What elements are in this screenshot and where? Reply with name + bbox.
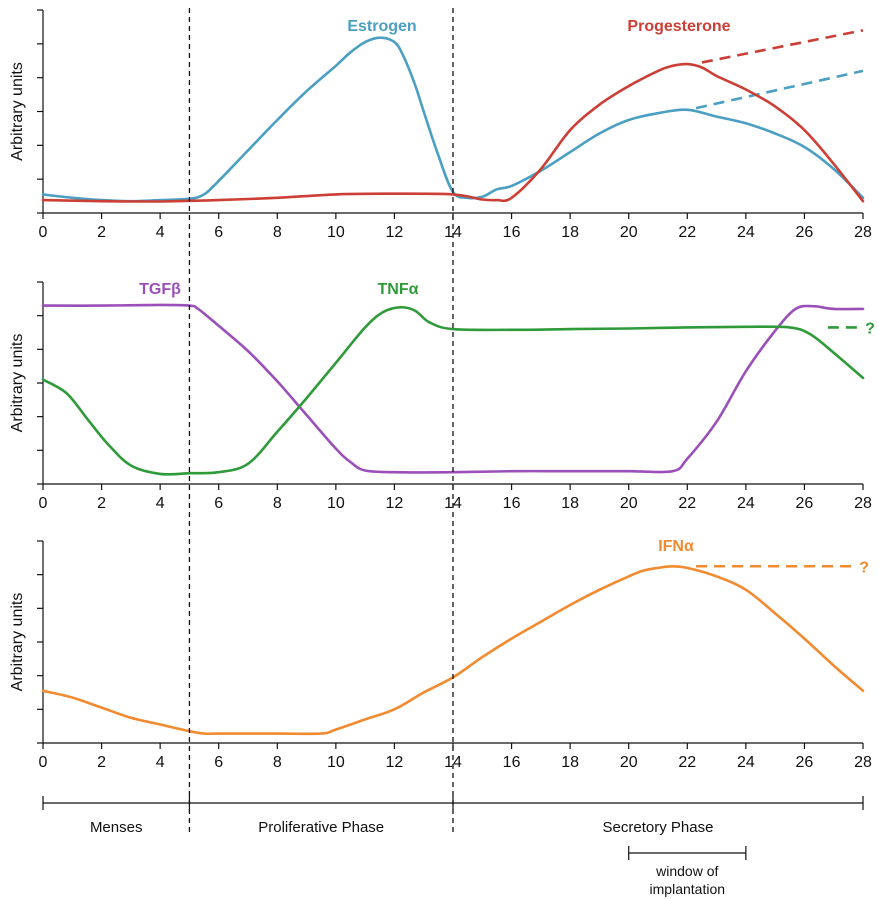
tgfb-series-label: TGFβ	[139, 281, 181, 298]
x-tick-label: 8	[273, 224, 282, 241]
x-tick-label: 14	[444, 224, 462, 241]
x-tick-label: 8	[273, 495, 282, 512]
x-tick-label: 18	[561, 495, 579, 512]
tgfb-series-line	[41, 303, 865, 474]
woi-label-line2: implantation	[650, 881, 726, 897]
progesterone-projection-line	[701, 29, 864, 64]
x-tick-label: 0	[39, 754, 48, 771]
estrogen-series-line	[41, 36, 865, 203]
estrogen-series-label: Estrogen	[347, 18, 416, 35]
progesterone-series-line	[41, 62, 865, 203]
x-tick-label: 22	[678, 495, 696, 512]
woi-label-line1: window of	[655, 863, 718, 879]
x-tick-label: 16	[503, 495, 521, 512]
x-tick-label: 0	[39, 495, 48, 512]
tnfa-uncertain-label: ?	[865, 320, 875, 337]
estrogen-projection-line	[695, 69, 864, 110]
tnfa-series-line	[41, 305, 865, 476]
x-tick-label: 6	[214, 224, 223, 241]
x-tick-label: 4	[156, 754, 165, 771]
x-tick-label: 10	[327, 495, 345, 512]
x-tick-label: 26	[796, 495, 814, 512]
x-tick-label: 18	[561, 754, 579, 771]
x-tick-label: 8	[273, 754, 282, 771]
x-tick-label: 20	[620, 495, 638, 512]
x-tick-label: 24	[737, 754, 755, 771]
x-tick-label: 0	[39, 224, 48, 241]
x-tick-label: 12	[386, 754, 404, 771]
y-axis-label: Arbitrary units	[9, 334, 26, 433]
x-tick-label: 12	[386, 224, 404, 241]
ifna-series-label: IFNα	[658, 538, 694, 555]
x-tick-label: 16	[503, 754, 521, 771]
x-tick-label: 18	[561, 224, 579, 241]
x-tick-label: 22	[678, 754, 696, 771]
x-tick-label: 6	[214, 754, 223, 771]
phase-label: Secretory Phase	[603, 819, 714, 836]
y-axis-label: Arbitrary units	[9, 62, 26, 161]
phase-label: Proliferative Phase	[258, 819, 384, 836]
x-tick-label: 2	[97, 495, 106, 512]
x-tick-label: 22	[678, 224, 696, 241]
x-tick-label: 4	[156, 495, 165, 512]
x-tick-label: 24	[737, 495, 755, 512]
phase-boundary-lines	[188, 8, 454, 835]
phase-label: Menses	[90, 819, 143, 836]
x-tick-label: 2	[97, 224, 106, 241]
x-tick-label: 20	[620, 224, 638, 241]
x-tick-label: 10	[327, 754, 345, 771]
x-tick-label: 6	[214, 495, 223, 512]
x-tick-label: 28	[854, 224, 872, 241]
x-tick-label: 10	[327, 224, 345, 241]
x-tick-label: 28	[854, 495, 872, 512]
x-tick-label: 26	[796, 754, 814, 771]
x-tick-label: 26	[796, 224, 814, 241]
x-tick-label: 16	[503, 224, 521, 241]
x-tick-label: 4	[156, 224, 165, 241]
x-tick-label: 14	[444, 754, 462, 771]
x-tick-label: 2	[97, 754, 106, 771]
x-tick-label: 12	[386, 495, 404, 512]
y-axis-label: Arbitrary units	[9, 593, 26, 692]
ifna-uncertain-label: ?	[859, 559, 869, 576]
x-tick-label: 28	[854, 754, 872, 771]
x-tick-label: 20	[620, 754, 638, 771]
progesterone-series-label: Progesterone	[627, 18, 730, 35]
tnfa-series-label: TNFα	[378, 281, 419, 298]
x-tick-label: 24	[737, 224, 755, 241]
